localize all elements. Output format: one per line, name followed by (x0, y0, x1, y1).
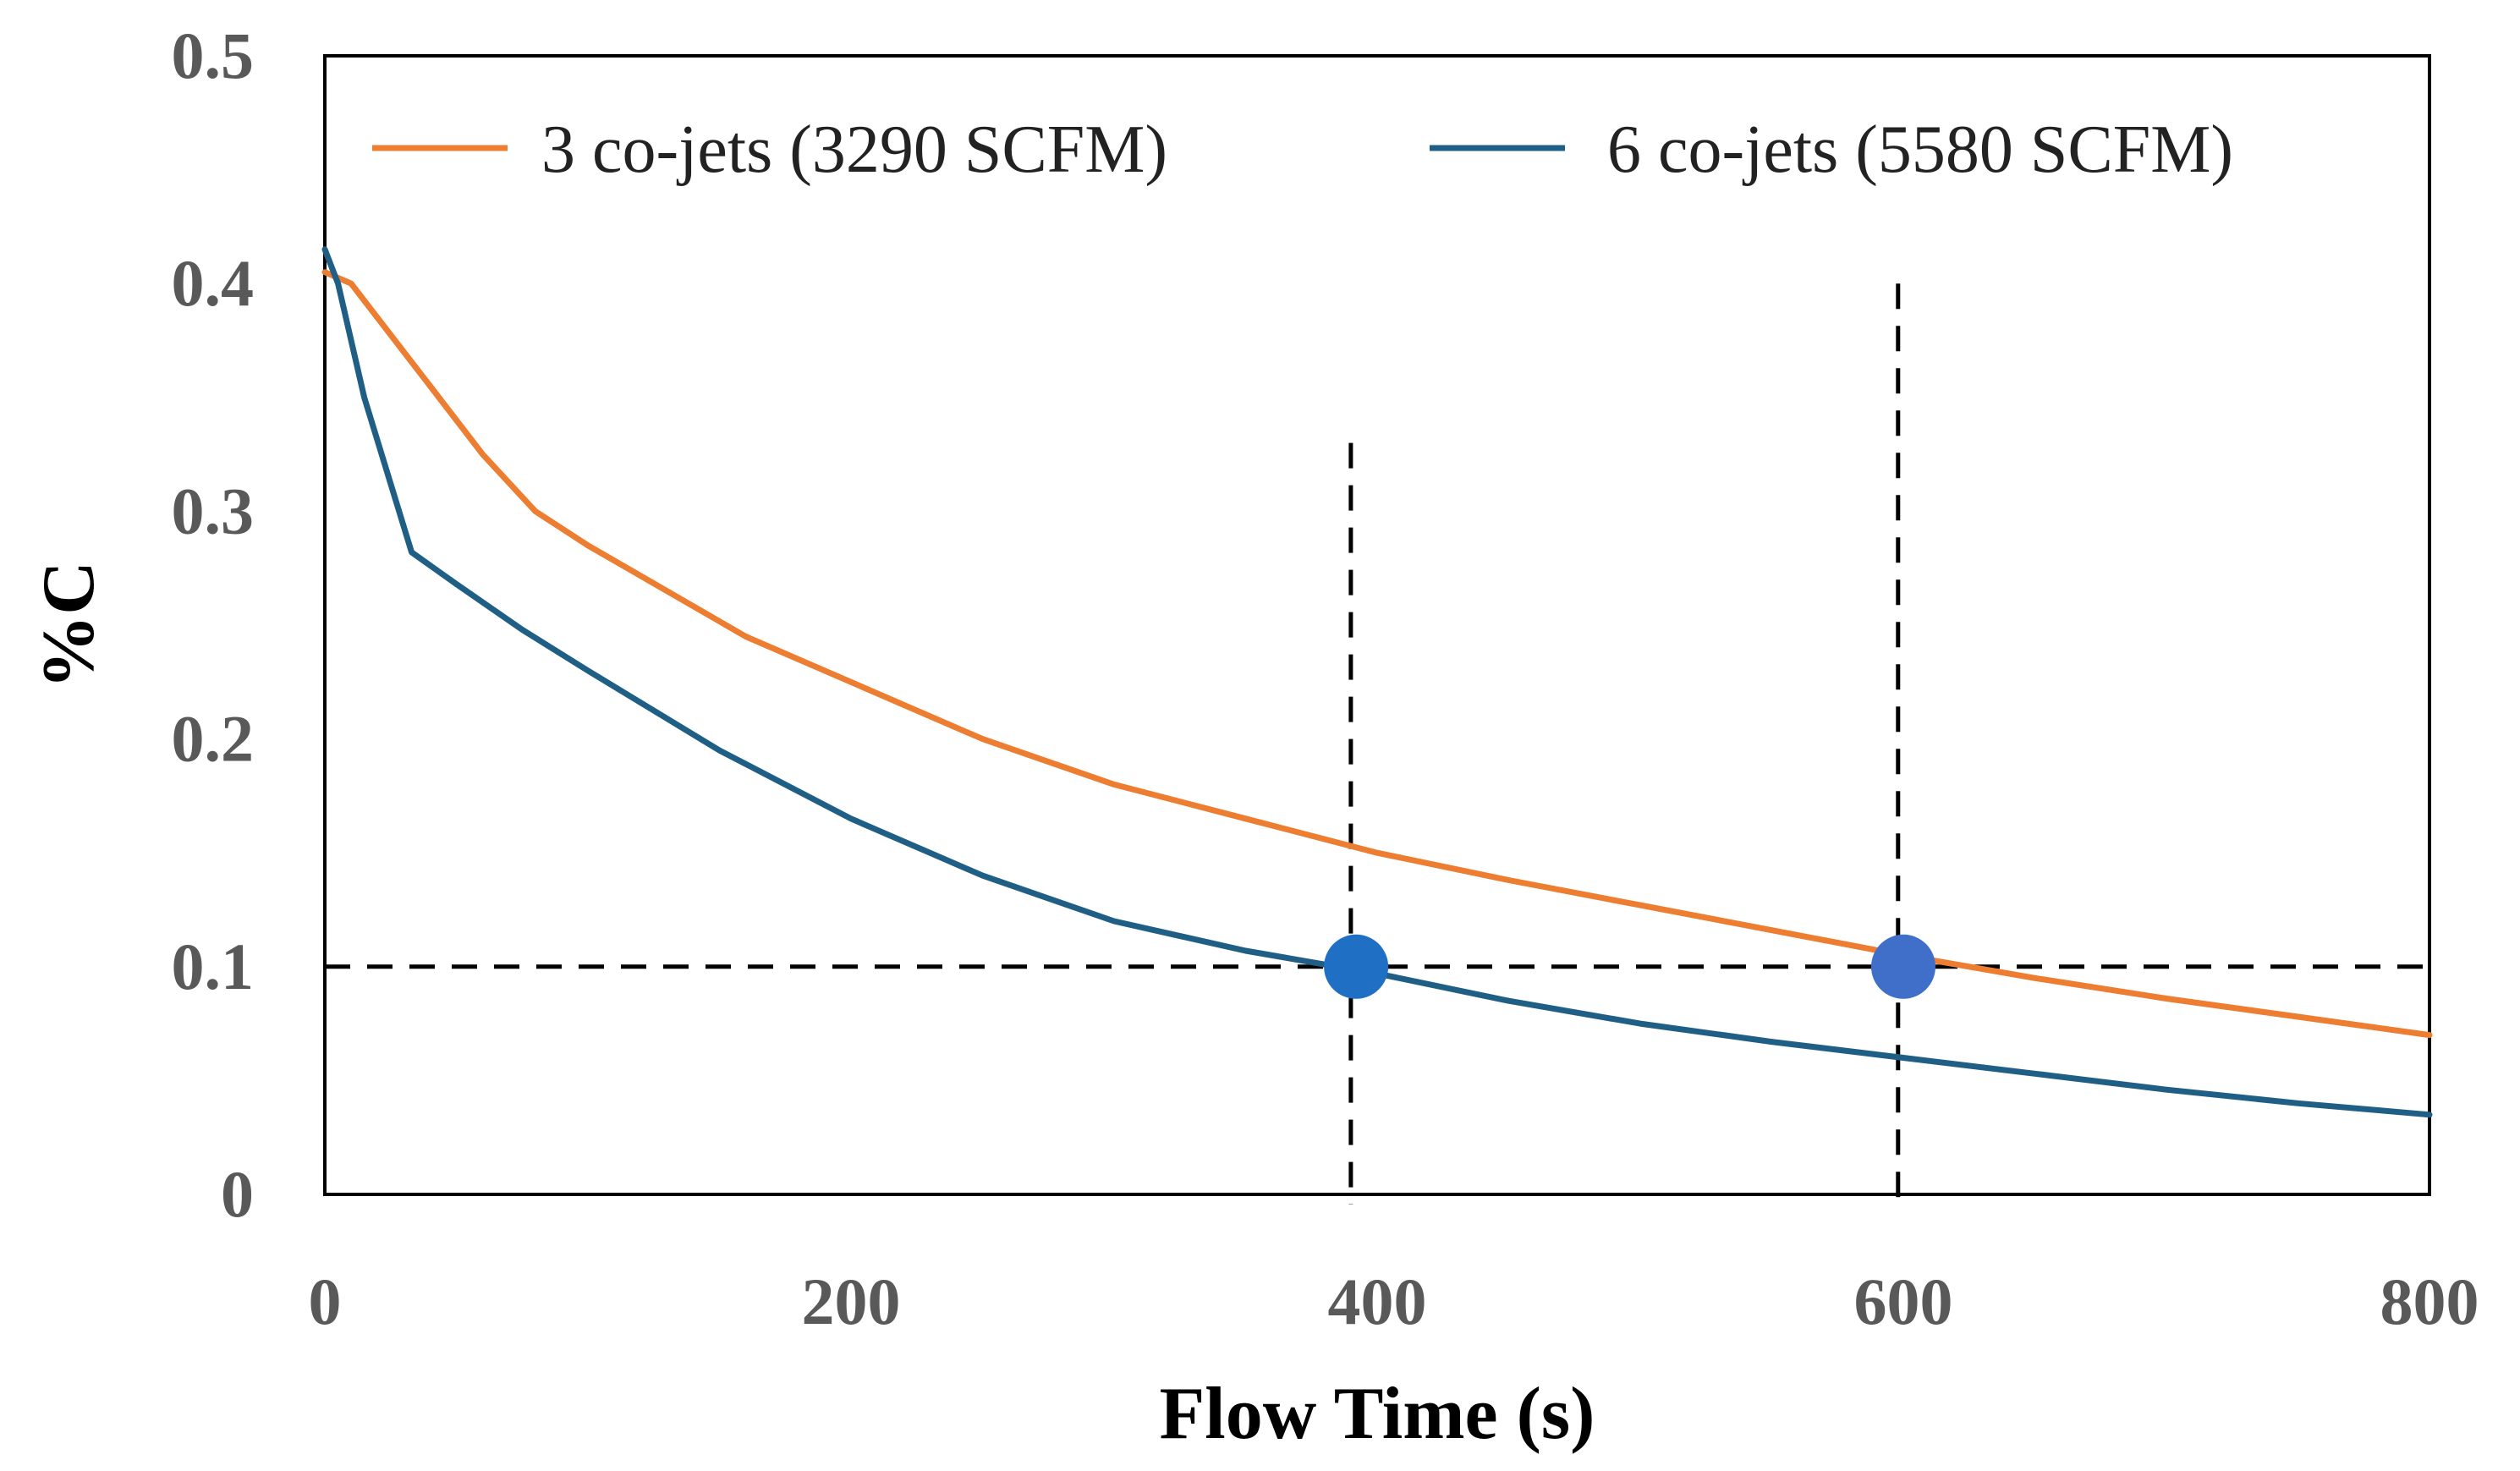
x-tick-label: 0 (309, 1265, 342, 1338)
axes-layer (323, 54, 2431, 1196)
series-line-3-co-jets (321, 269, 2433, 1039)
x-tick-label: 600 (1854, 1265, 1953, 1338)
reference-lines (325, 283, 2429, 1205)
series-layer (321, 246, 2433, 1118)
y-tick-label: 0.2 (172, 702, 255, 776)
x-tick-label: 800 (2380, 1265, 2479, 1338)
legend: 3 co-jets (3290 SCFM) 6 co-jets (5580 SC… (372, 113, 2233, 187)
series-line-6-co-jets (321, 246, 2433, 1118)
legend-label-6-co-jets: 6 co-jets (5580 SCFM) (1607, 113, 2233, 187)
x-axis-title: Flow Time (s) (1160, 1373, 1595, 1455)
y-axis-title: %C (28, 561, 110, 689)
y-tick-labels: 0 0.1 0.2 0.3 0.4 0.5 (172, 19, 255, 1231)
y-tick-label: 0.1 (172, 930, 255, 1003)
y-tick-label: 0 (221, 1157, 254, 1231)
x-tick-labels: 0 200 400 600 800 (309, 1265, 2479, 1338)
y-tick-label: 0.4 (172, 246, 255, 320)
intersection-marker-0 (1324, 934, 1389, 999)
y-tick-label: 0.5 (172, 19, 255, 92)
plot-area-frame (323, 54, 2431, 1196)
x-tick-label: 400 (1328, 1265, 1427, 1338)
markers-layer (1324, 934, 1935, 999)
x-tick-label: 200 (802, 1265, 901, 1338)
intersection-marker-1 (1871, 934, 1935, 999)
y-tick-label: 0.3 (172, 474, 255, 547)
legend-label-3-co-jets: 3 co-jets (3290 SCFM) (541, 113, 1167, 187)
